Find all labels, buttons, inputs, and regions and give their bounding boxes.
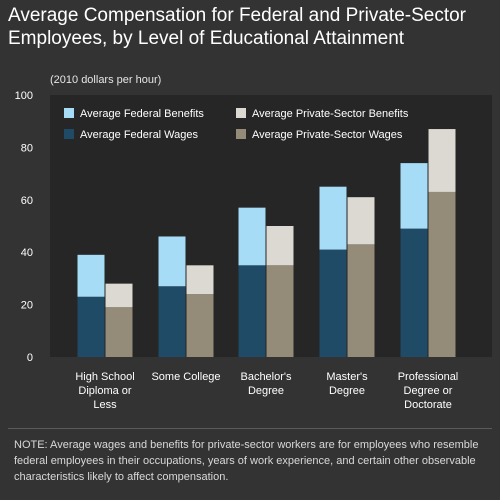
- category-label-line: Degree: [248, 385, 284, 397]
- chart-title-line-2: Employees, by Level of Educational Attai…: [8, 28, 405, 49]
- category-label-line: Master's: [326, 371, 368, 383]
- private-wages-bar: [428, 191, 456, 357]
- private-benefits-bar: [186, 265, 214, 295]
- private-wages-bar: [105, 307, 133, 357]
- legend-label: Average Federal Wages: [80, 129, 199, 141]
- category-label-line: Degree: [329, 385, 365, 397]
- private-benefits-bar: [266, 226, 294, 266]
- chart-note: NOTE: Average wages and benefits for pri…: [14, 439, 479, 483]
- y-tick-label: 100: [15, 90, 33, 102]
- legend-swatch: [64, 129, 74, 139]
- category-label-line: High School: [75, 371, 134, 383]
- chart-title: Average Compensation for Federal and Pri…: [8, 4, 492, 50]
- federal-benefits-bar: [319, 186, 347, 250]
- private-benefits-bar: [428, 129, 456, 192]
- federal-wages-bar: [400, 228, 428, 357]
- y-tick-label: 20: [21, 300, 33, 312]
- category-label: Some College: [151, 371, 220, 383]
- y-tick-label: 60: [21, 195, 33, 207]
- private-benefits-bar: [105, 283, 133, 308]
- federal-wages-bar: [158, 286, 186, 357]
- legend-label: Average Federal Benefits: [80, 108, 204, 120]
- federal-wages-bar: [77, 296, 105, 357]
- y-tick-label: 80: [21, 142, 33, 154]
- federal-benefits-bar: [77, 254, 105, 297]
- category-label-line: Professional: [398, 371, 459, 383]
- category-label-line: Less: [93, 399, 117, 411]
- category-label-line: Diploma or: [78, 385, 132, 397]
- category-label-line: Bachelor's: [240, 371, 292, 383]
- private-benefits-bar: [347, 197, 375, 245]
- legend-swatch: [236, 129, 246, 139]
- category-label-line: Degree or: [404, 385, 453, 397]
- private-wages-bar: [186, 294, 214, 357]
- private-wages-bar: [266, 265, 294, 357]
- y-axis-unit-label: (2010 dollars per hour): [50, 74, 162, 86]
- category-label-line: Some College: [151, 371, 220, 383]
- bar-chart: 0 20 40 60 80 100 High School Diploma or Less Som…: [15, 90, 459, 411]
- federal-wages-bar: [238, 265, 266, 357]
- category-label-line: Doctorate: [404, 399, 452, 411]
- federal-benefits-bar: [400, 163, 428, 229]
- chart-title-line-1: Average Compensation for Federal and Pri…: [8, 5, 467, 26]
- legend-label: Average Private-Sector Wages: [252, 129, 403, 141]
- category-label: Bachelor's Degree: [240, 371, 292, 397]
- category-label: Professional Degree or Doctorate: [398, 371, 459, 411]
- private-wages-bar: [347, 244, 375, 357]
- note-divider: [8, 428, 492, 429]
- legend-swatch: [236, 108, 246, 118]
- y-tick-label: 0: [27, 352, 33, 364]
- y-tick-label: 40: [21, 247, 33, 259]
- federal-benefits-bar: [158, 236, 186, 287]
- legend-swatch: [64, 108, 74, 118]
- category-label: Master's Degree: [326, 371, 368, 397]
- legend-label: Average Private-Sector Benefits: [252, 108, 409, 120]
- federal-wages-bar: [319, 249, 347, 357]
- federal-benefits-bar: [238, 207, 266, 266]
- category-label: High School Diploma or Less: [75, 371, 134, 411]
